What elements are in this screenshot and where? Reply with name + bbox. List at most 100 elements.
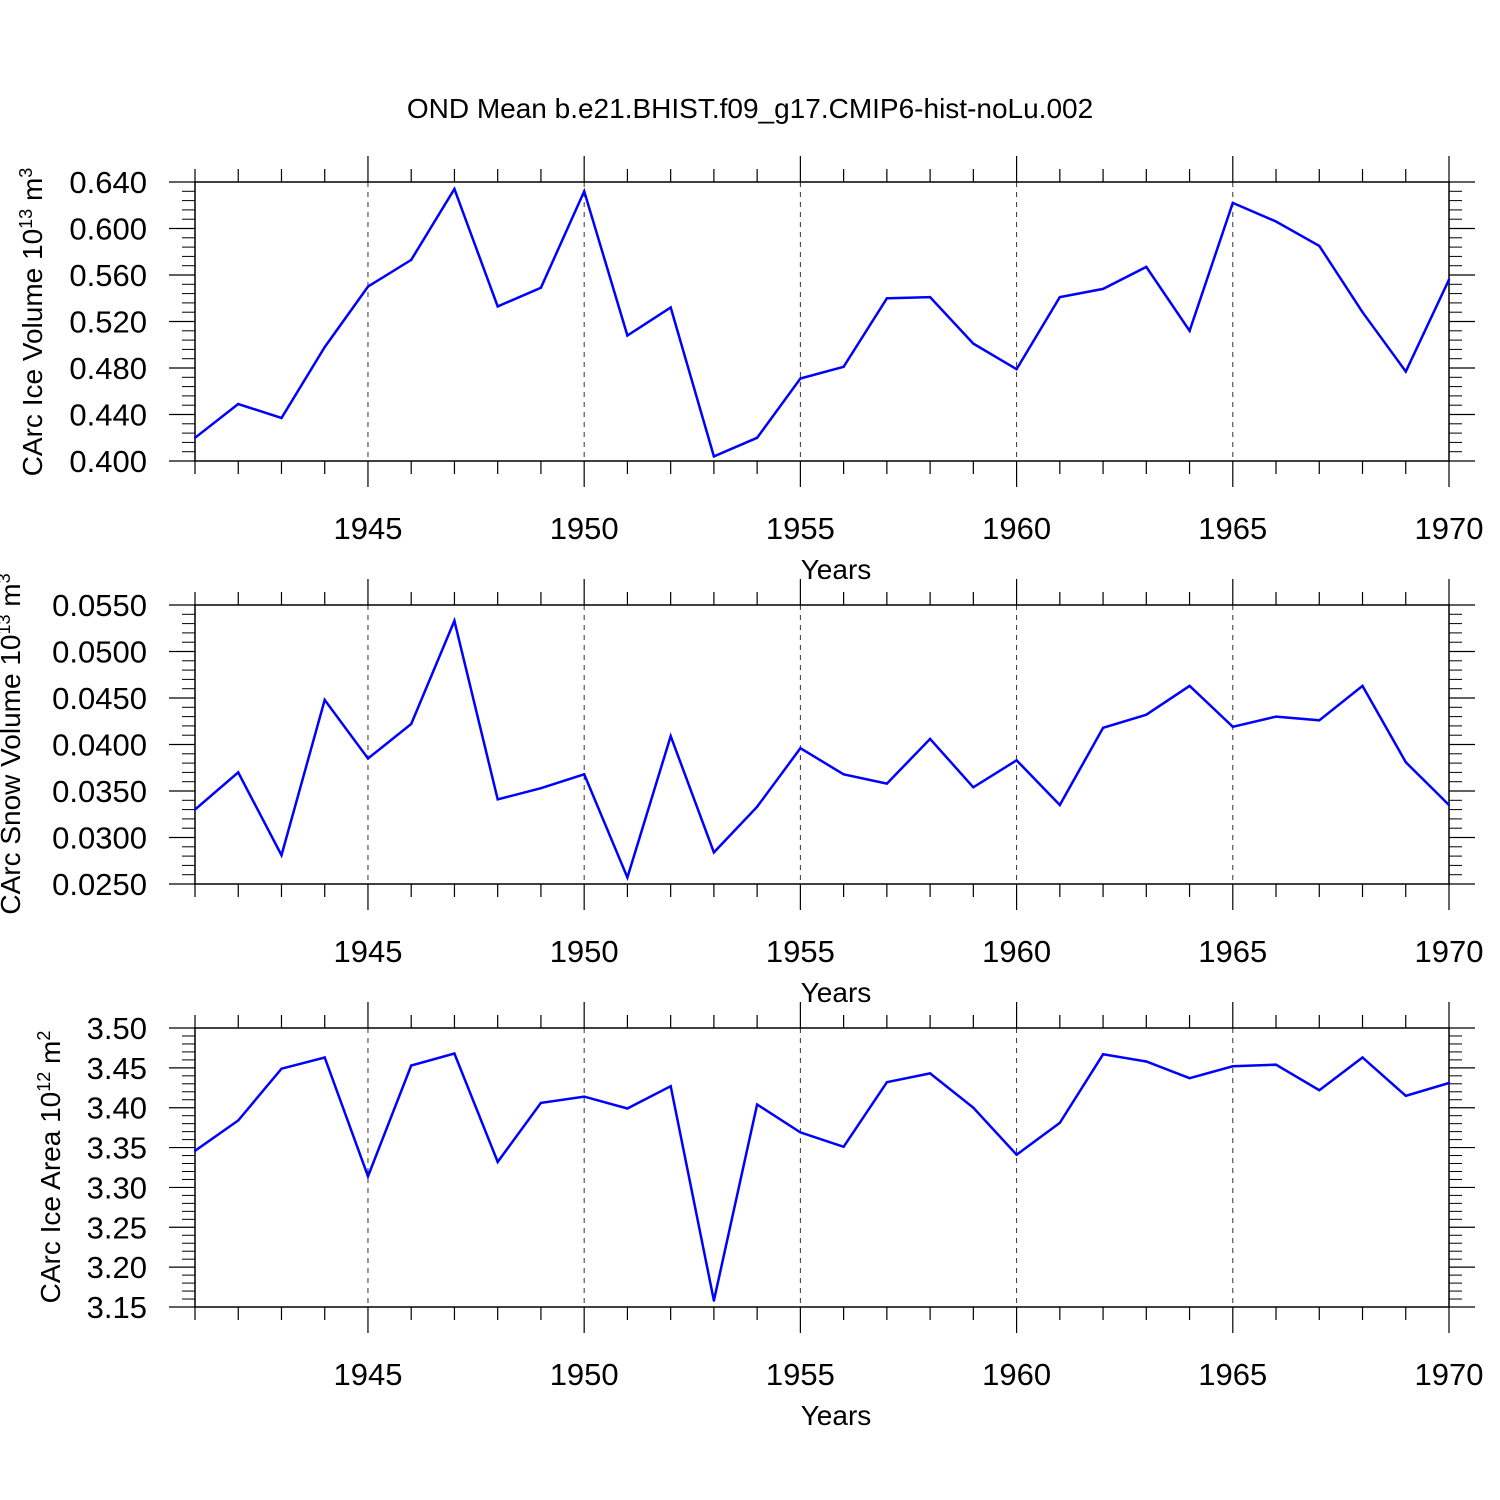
- plot-frame: [194, 604, 1450, 885]
- data-point: [237, 1119, 240, 1122]
- x-axis-title: Years: [801, 554, 872, 585]
- data-point: [410, 258, 413, 262]
- data-point: [193, 808, 197, 811]
- x-tick-label: 1960: [982, 934, 1051, 969]
- data-point: [1404, 370, 1407, 373]
- x-axis-title: Years: [801, 977, 872, 1008]
- y-tick-label: 0.0250: [52, 867, 147, 902]
- panel-3: 3.15 3.20 3.25 3.30 3.35 3.40 3.45 3.50 1945 1950…: [34, 1002, 1483, 1431]
- data-point: [1015, 1153, 1018, 1156]
- series-line: [194, 186, 1451, 459]
- data-point: [1015, 759, 1018, 762]
- data-point: [842, 1145, 845, 1148]
- x-tick-label: 1955: [766, 934, 835, 969]
- data-point: [799, 377, 802, 380]
- data-point: [1231, 725, 1234, 729]
- x-axis-title: Years: [801, 1400, 872, 1431]
- data-point: [928, 737, 932, 741]
- data-point: [410, 1064, 413, 1067]
- x-tick-label: 1965: [1198, 934, 1267, 969]
- data-point: [496, 1160, 499, 1164]
- x-tick-label: 1945: [333, 1357, 402, 1392]
- data-point: [1058, 803, 1062, 807]
- data-point: [712, 851, 716, 854]
- data-point: [1361, 1056, 1364, 1059]
- x-tick-label: 1950: [550, 1357, 619, 1392]
- data-point: [1188, 329, 1191, 332]
- data-point: [1145, 265, 1148, 269]
- y-tick-label: 0.400: [69, 444, 147, 479]
- y-title-unit-exponent: 2: [34, 1031, 54, 1041]
- data-point: [626, 334, 629, 337]
- x-tick-label: 1960: [982, 1357, 1051, 1392]
- data-point: [237, 771, 240, 774]
- data-point: [539, 286, 543, 289]
- y-title-unit: m: [35, 1041, 66, 1072]
- data-point: [842, 773, 845, 776]
- y-title-text: CArc Snow Volume 10: [0, 635, 26, 915]
- y-title-unit-exponent: 3: [16, 168, 36, 178]
- y-title-exponent: 13: [0, 614, 14, 634]
- x-tick-label: 1965: [1198, 511, 1267, 546]
- data-point: [1231, 1065, 1234, 1068]
- y-tick-label: 0.0500: [52, 635, 147, 670]
- data-point: [626, 1107, 629, 1110]
- data-point: [1318, 244, 1321, 248]
- y-axis-title: CArc Ice Volume 1013 m3: [16, 168, 48, 477]
- x-tick-label: 1970: [1415, 511, 1484, 546]
- data-point: [453, 187, 456, 191]
- series-line: [194, 1051, 1450, 1301]
- x-tick-label: 1965: [1198, 1357, 1267, 1392]
- data-point: [799, 1131, 802, 1134]
- data-point: [1318, 719, 1321, 722]
- data-point: [366, 285, 370, 288]
- data-point: [1274, 1063, 1278, 1066]
- data-point: [323, 345, 326, 349]
- y-tick-label: 0.0350: [52, 774, 147, 809]
- data-point: [582, 190, 586, 193]
- plot-frame: [194, 1027, 1450, 1308]
- data-point: [669, 306, 672, 309]
- data-point: [885, 782, 889, 785]
- x-tick-label: 1950: [550, 511, 619, 546]
- data-point: [1447, 1081, 1451, 1085]
- data-point: [626, 876, 629, 879]
- y-tick-label: 0.0400: [52, 728, 147, 763]
- series-line: [194, 616, 1450, 882]
- data-point: [453, 619, 456, 623]
- data-point: [712, 1299, 716, 1302]
- data-point: [928, 295, 932, 299]
- y-tick-label: 0.640: [69, 165, 147, 200]
- data-point: [366, 757, 370, 760]
- data-point: [972, 1106, 975, 1109]
- data-point: [1188, 684, 1191, 688]
- plot-frame: [194, 181, 1450, 462]
- data-point: [1231, 201, 1234, 205]
- y-tick-label: 3.45: [87, 1051, 147, 1086]
- y-axis-title: CArc Snow Volume 1013 m3: [0, 573, 26, 914]
- y-tick-label: 3.25: [87, 1210, 147, 1245]
- data-point: [1058, 1121, 1062, 1125]
- data-point: [1101, 726, 1105, 729]
- x-tick-label: 1945: [333, 511, 402, 546]
- data-point: [1318, 1088, 1321, 1092]
- data-point: [496, 798, 499, 801]
- data-point: [755, 1103, 759, 1106]
- y-tick-label: 0.0300: [52, 821, 147, 856]
- data-point: [1145, 1060, 1148, 1063]
- data-point: [193, 1149, 197, 1152]
- y-title-text: CArc Ice Volume 10: [17, 229, 48, 476]
- y-title-text: CArc Ice Area 10: [35, 1092, 66, 1304]
- y-tick-label: 3.30: [87, 1170, 147, 1205]
- data-point: [539, 787, 543, 790]
- data-point: [582, 773, 586, 776]
- y-tick-label: 3.40: [87, 1091, 147, 1126]
- data-point: [755, 805, 759, 809]
- data-point: [842, 365, 845, 369]
- data-point: [1274, 220, 1278, 223]
- x-tick-label: 1955: [766, 1357, 835, 1392]
- data-point: [669, 734, 672, 738]
- y-title-unit: m: [17, 178, 48, 209]
- x-tick-label: 1960: [982, 511, 1051, 546]
- chart-title: OND Mean b.e21.BHIST.f09_g17.CMIP6-hist-…: [407, 93, 1093, 124]
